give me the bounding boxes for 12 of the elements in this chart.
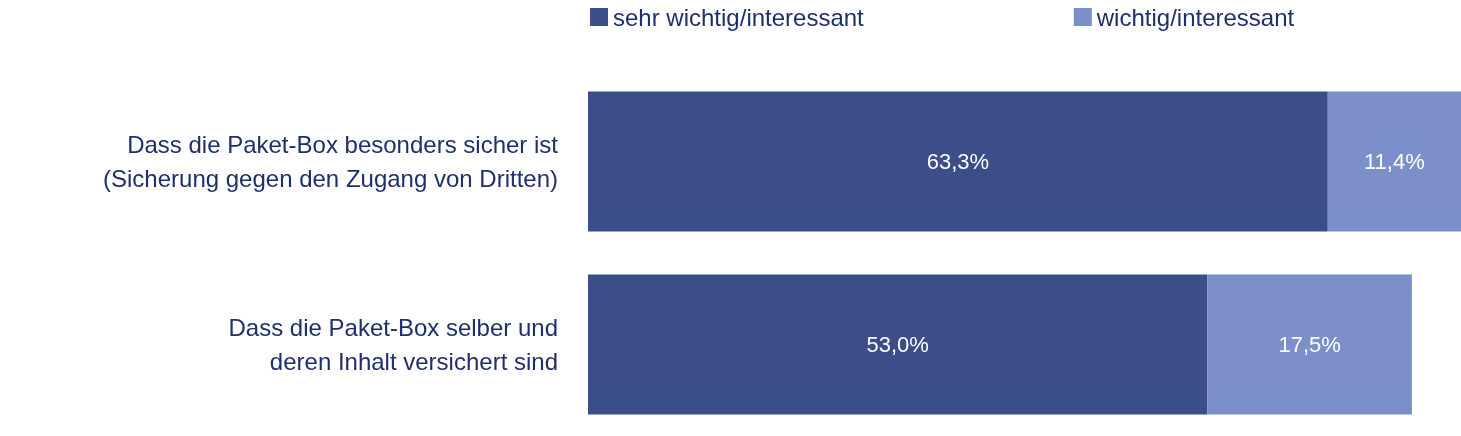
- bar: [1207, 274, 1412, 415]
- bar: [1327, 91, 1461, 232]
- legend-label: wichtig/interessant: [1095, 3, 1295, 31]
- y-tick-label: Dass die Paket-Box besonders sicher ist (Sicherung gegen den Zugang von Dritten): [103, 131, 559, 192]
- data-label: 53,0%: [866, 332, 929, 357]
- y-tick-label: Dass die Paket-Box selber und deren Inhalt versichert sind: [228, 314, 558, 375]
- legend-label: sehr wichtig/interessant: [613, 3, 865, 31]
- data-label: 11,4%: [1364, 149, 1425, 174]
- bar: [588, 274, 1208, 415]
- data-label: 63,3%: [926, 149, 990, 174]
- data-label: 17,5%: [1278, 332, 1341, 357]
- bar: [588, 91, 1328, 232]
